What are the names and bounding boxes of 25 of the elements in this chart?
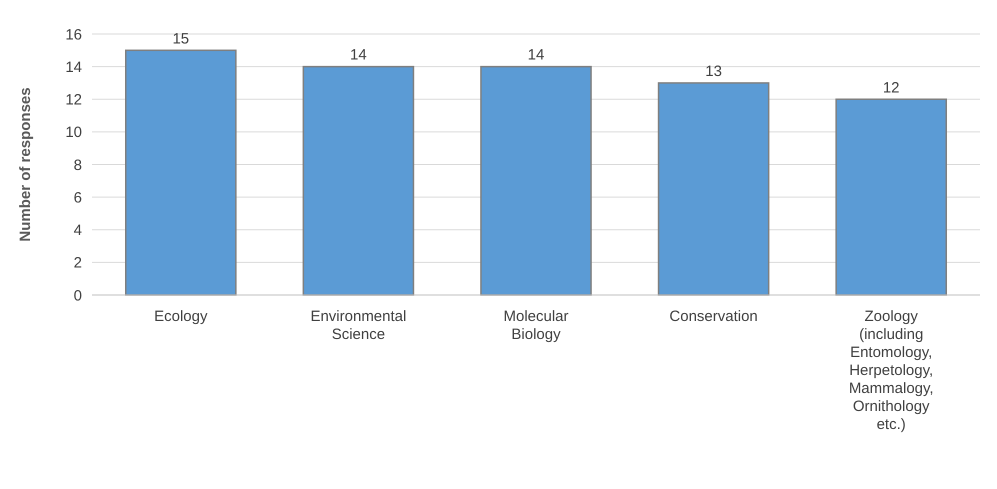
bar bbox=[658, 82, 770, 296]
y-tick-label: 12 bbox=[65, 92, 82, 108]
y-tick-label: 0 bbox=[74, 287, 82, 304]
y-axis-title: Number of responses bbox=[17, 87, 34, 242]
y-tick-label: 16 bbox=[65, 26, 82, 44]
data-label: 14 bbox=[350, 46, 367, 64]
y-tick-label: 14 bbox=[65, 58, 82, 76]
data-label: 12 bbox=[882, 79, 900, 96]
data-label: 15 bbox=[172, 30, 190, 48]
y-tick-label: 8 bbox=[74, 156, 82, 174]
x-tick-label: Ecology bbox=[154, 308, 208, 325]
bar bbox=[302, 66, 414, 296]
x-tick-label: Environmental Science bbox=[310, 308, 406, 343]
x-tick-label: Conservation bbox=[669, 308, 758, 325]
bar bbox=[480, 66, 592, 296]
data-label: 14 bbox=[528, 46, 544, 64]
y-tick-label: 4 bbox=[74, 222, 82, 239]
y-tick-label: 2 bbox=[74, 254, 82, 272]
x-tick-label: Zoology (including Entomology, Herpetology, Mammalogy, Ornithology etc.) bbox=[848, 308, 934, 433]
y-tick-label: 10 bbox=[65, 124, 82, 142]
bar bbox=[835, 98, 948, 296]
bar bbox=[124, 50, 237, 296]
data-label: 13 bbox=[705, 62, 722, 80]
x-tick-label: Molecular Biology bbox=[503, 308, 569, 343]
y-tick-label: 6 bbox=[74, 189, 82, 206]
